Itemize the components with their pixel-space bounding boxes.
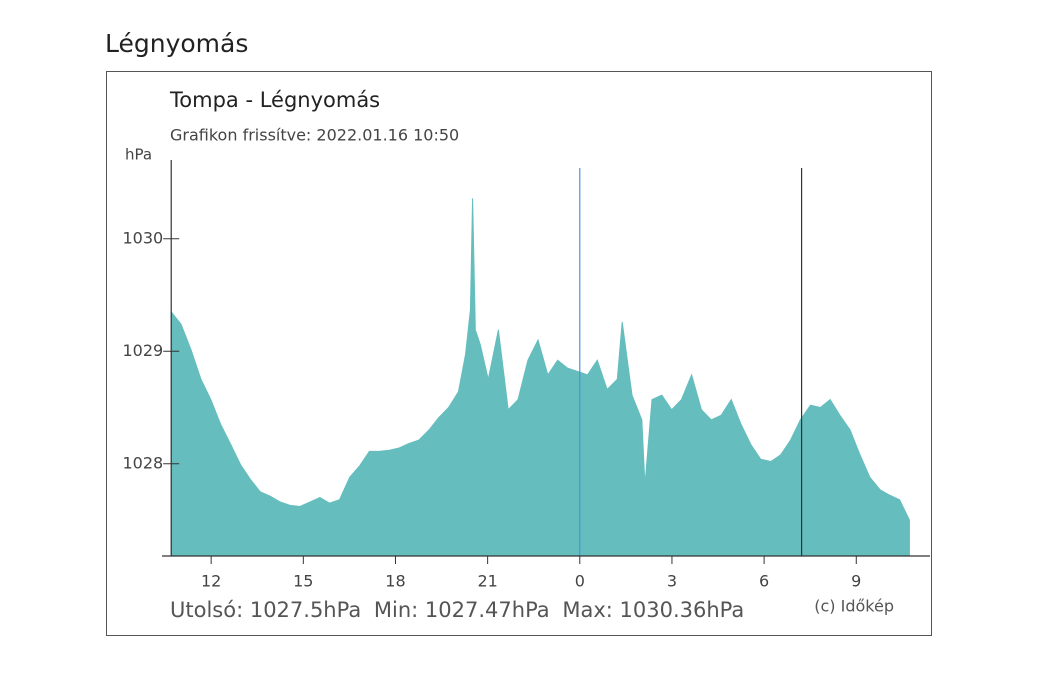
footer-min: Min: 1027.47hPa bbox=[374, 598, 550, 622]
footer-max: Max: 1030.36hPa bbox=[562, 598, 744, 622]
credit: (c) Időkép bbox=[814, 597, 894, 616]
x-tick-label: 21 bbox=[477, 572, 497, 591]
x-tick-label: 3 bbox=[667, 572, 677, 591]
x-tick-label: 6 bbox=[759, 572, 769, 591]
x-tick-label: 15 bbox=[293, 572, 313, 591]
chart-subtitle: Grafikon frissítve: 2022.01.16 10:50 bbox=[170, 126, 459, 145]
footer-last: Utolsó: 1027.5hPa bbox=[170, 598, 361, 622]
x-tick-label: 9 bbox=[851, 572, 861, 591]
y-axis-label: hPa bbox=[125, 146, 152, 164]
y-tick-label: 1029 bbox=[122, 341, 163, 360]
y-tick-label: 1028 bbox=[122, 453, 163, 472]
footer-stats: Utolsó: 1027.5hPa Min: 1027.47hPa Max: 1… bbox=[170, 598, 744, 622]
chart-title: Tompa - Légnyomás bbox=[169, 88, 380, 112]
x-tick-label: 12 bbox=[201, 572, 221, 591]
pressure-area bbox=[170, 198, 910, 557]
x-tick-label: 0 bbox=[575, 572, 585, 591]
x-tick-label: 18 bbox=[385, 572, 405, 591]
y-tick-label: 1030 bbox=[122, 228, 163, 247]
heading: Légnyomás bbox=[105, 29, 248, 58]
